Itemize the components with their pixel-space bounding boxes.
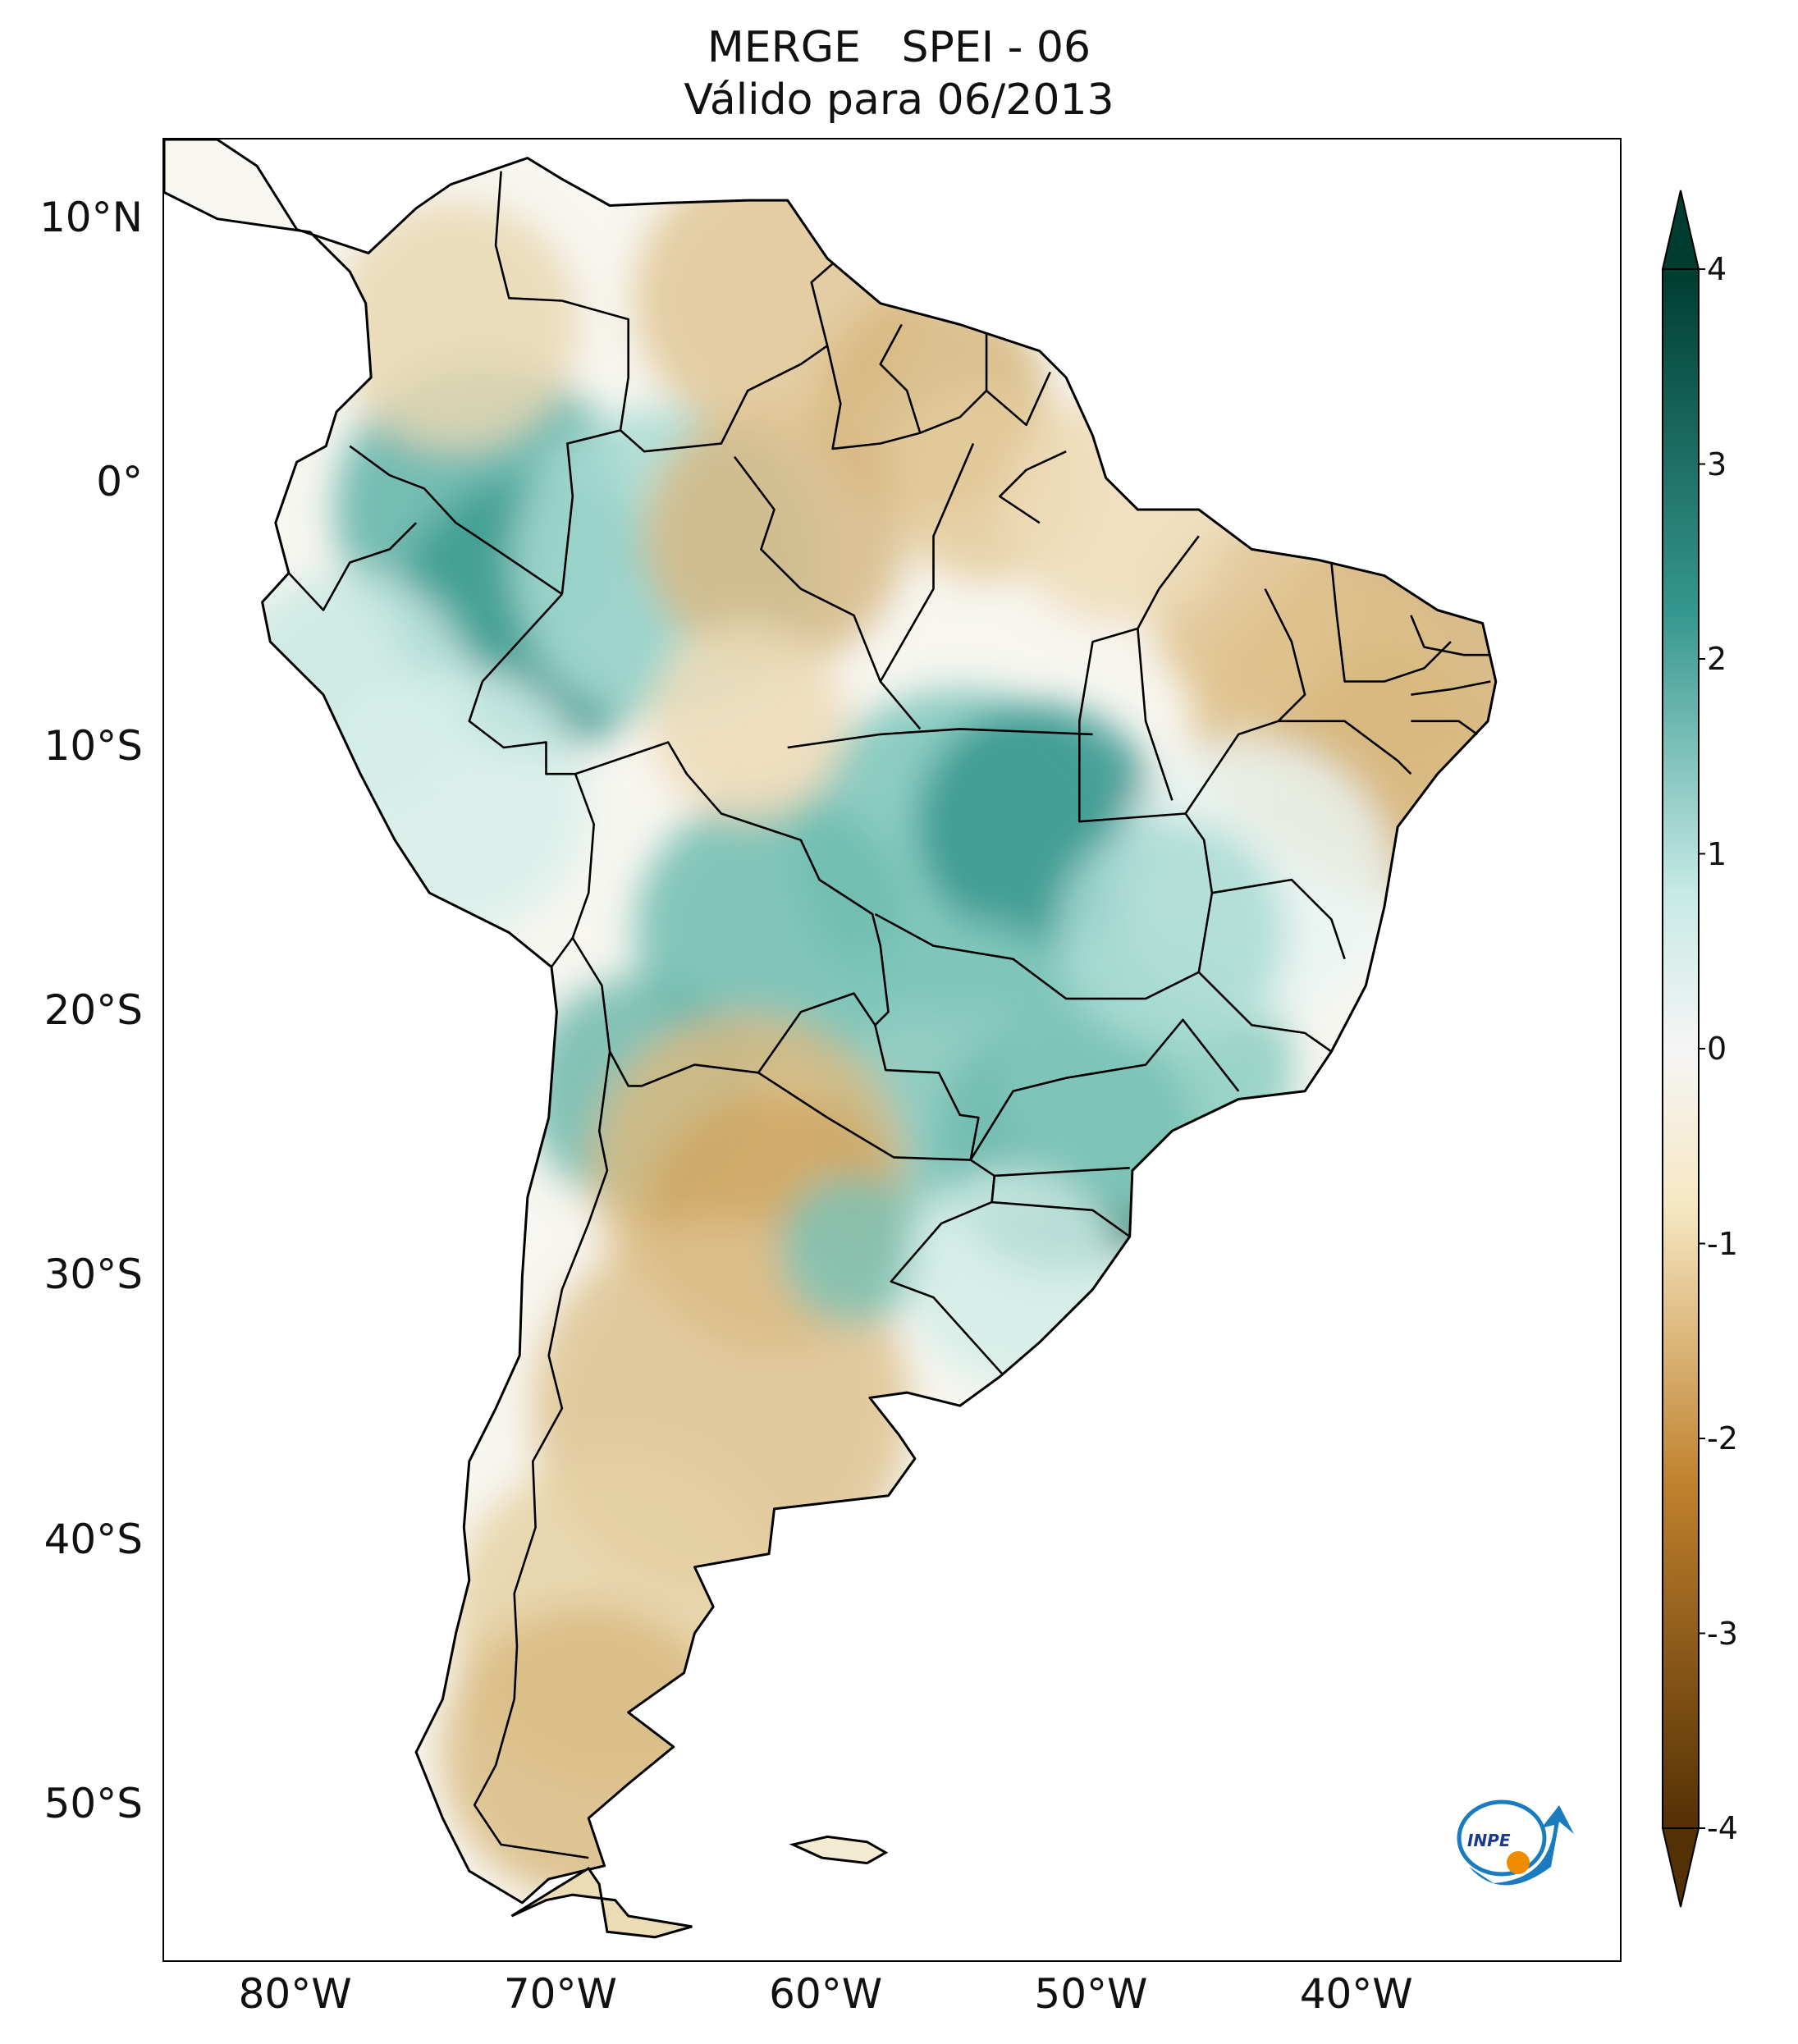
border-line [879,442,975,683]
border-line [574,741,890,1027]
colorbar-extend-max [1661,190,1700,270]
border-line [287,522,418,611]
border-line [1411,720,1478,735]
spei-anomaly-patch [324,669,588,932]
colorbar-tick-label: -2 [1707,1420,1738,1456]
border-line [757,1072,971,1161]
colorbar-tick-label: 0 [1707,1031,1727,1067]
spei-field [164,139,1496,1903]
longitude-tick-label: 50°W [1034,1970,1148,2018]
colorbar-tick-label: 1 [1707,835,1727,872]
spei-anomaly-patch [649,622,847,820]
border-line [620,263,834,453]
border-line [571,937,876,1087]
latitude-tick-label: 50°S [43,1779,143,1827]
border-line [468,593,595,968]
logo-dot [1507,1851,1530,1874]
border-line [874,535,1214,1000]
logo-arrow [1469,1805,1574,1886]
border-line [991,1175,1131,1238]
colorbar-tick-label: 2 [1707,641,1727,677]
latitude-tick-label: 0° [96,457,143,505]
border-line [1197,971,1333,1053]
border-line [1411,680,1491,696]
border-line [969,1018,1240,1161]
longitude-tick-label: 40°W [1299,1970,1413,2018]
falkland-islands [789,1835,889,1865]
spei-anomaly-patch [780,1176,928,1324]
border-line [1278,720,1412,775]
latitude-tick-label: 10°N [39,193,143,241]
latitude-tick-label: 10°S [43,722,143,770]
colorbar-tick-label: 3 [1707,446,1727,482]
border-line [494,171,629,595]
border-line [999,450,1067,524]
longitude-tick-label: 70°W [503,1970,617,2018]
latitude-tick-label: 20°S [43,986,143,1035]
logo-text: INPE [1467,1831,1511,1850]
colorbar-gradient [1662,268,1700,1829]
border-line [349,445,563,596]
border-line [986,371,1051,427]
border-line [1410,615,1491,656]
longitude-tick-label: 60°W [769,1970,883,2018]
colorbar-extend-min [1661,1827,1700,1908]
coastline [164,139,1498,1905]
border-line [1330,562,1452,683]
colorbar-tick-label: -1 [1707,1225,1738,1262]
south-america-map [164,139,1498,1939]
political-borders [287,171,1491,1859]
border-line [874,1025,1004,1375]
border-line [994,1167,1130,1177]
spei-anomaly-patch [441,1604,737,1900]
colorbar [1661,190,1705,1908]
border-line [473,1051,611,1859]
spei-anomaly-patch [1057,817,1288,1048]
tierra-del-fuego [510,1866,693,1939]
colorbar-tick-label: 4 [1707,251,1727,287]
colorbar-tick-label: -4 [1707,1810,1738,1846]
border-line [787,728,1093,749]
spei-anomaly-patch [906,1169,1120,1383]
border-line [919,332,988,434]
latitude-tick-label: 40°S [43,1515,143,1563]
map-title: MERGE SPEI - 06 [707,23,1091,72]
colorbar-tick-label: -3 [1707,1615,1738,1652]
border-line [1211,878,1346,960]
map-subtitle: Válido para 06/2013 [684,75,1114,125]
latitude-tick-label: 30°S [43,1251,143,1299]
logo-ring [1457,1799,1547,1877]
inpe-logo: INPE [1457,1799,1574,1886]
map-panel [162,138,1622,1962]
border-line [1137,628,1174,801]
longitude-tick-label: 80°W [238,1970,352,2018]
border-line [826,323,922,450]
spei-anomaly-patch [332,201,579,448]
